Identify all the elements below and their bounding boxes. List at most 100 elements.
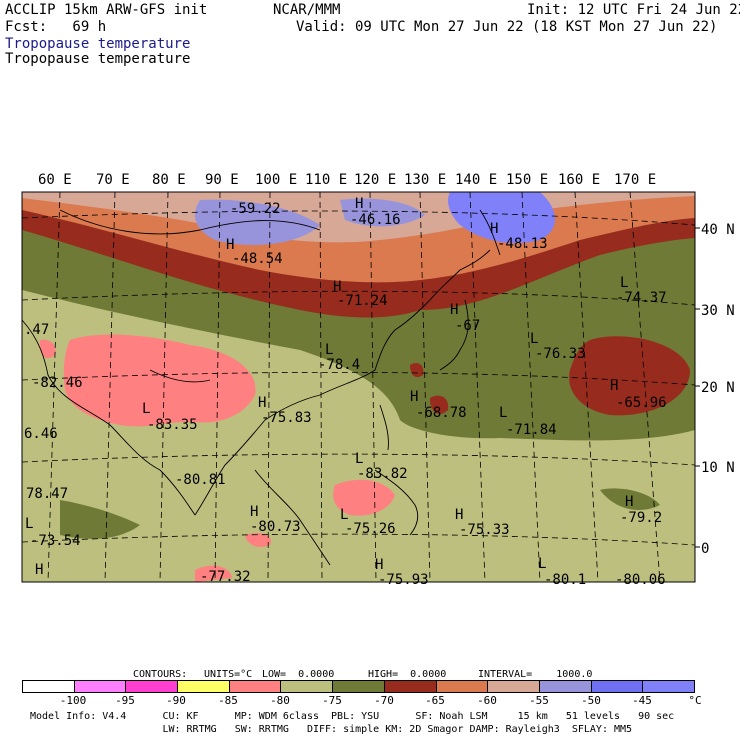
legend-unit: °C: [688, 694, 702, 707]
model-title: ACCLIP 15km ARW-GFS init: [5, 2, 208, 18]
model-info-line2: LW: RRTMG SW: RRTMG DIFF: simple KM: 2D …: [30, 724, 633, 735]
legend-swatch: [384, 681, 437, 692]
marker-label: L: [538, 556, 547, 572]
value-label: 6.46: [24, 426, 58, 442]
value-label: -73.54: [30, 533, 81, 549]
legend-swatch: [436, 681, 489, 692]
legend-swatch: [488, 681, 540, 692]
value-label: -83.35: [147, 417, 198, 433]
lon-label: 90 E: [205, 172, 239, 188]
lon-label: 80 E: [152, 172, 186, 188]
value-label: -80.73: [250, 519, 301, 535]
legend-swatch: [333, 681, 385, 692]
temperature-map: [21, 191, 700, 583]
color-legend: [22, 680, 695, 693]
legend-tick: -100: [59, 694, 87, 707]
value-label: -80.06: [615, 572, 666, 588]
marker-label: H: [333, 279, 342, 295]
model-info-line1: Model Info: V4.4 CU: KF MP: WDM 6class P…: [30, 711, 675, 722]
value-label: -82.46: [32, 375, 83, 391]
value-label: -83.82: [357, 466, 408, 482]
value-label: -59.22: [230, 201, 281, 217]
value-label: -76.33: [535, 346, 586, 362]
legend-swatch: [643, 681, 694, 692]
marker-label: H: [410, 389, 419, 405]
lon-label: 60 E: [38, 172, 72, 188]
legend-tick: -65: [425, 694, 445, 707]
marker-label: H: [35, 562, 44, 578]
field-name-secondary: Tropopause temperature: [5, 51, 191, 67]
lon-label: 160 E: [558, 172, 601, 188]
marker-label: H: [250, 504, 259, 520]
legend-tick: -45: [632, 694, 652, 707]
marker-label: H: [625, 494, 634, 510]
value-label: -65.96: [616, 395, 667, 411]
marker-label: H: [226, 237, 235, 253]
marker-label: L: [355, 451, 364, 467]
legend-swatch: [178, 681, 230, 692]
marker-label: H: [258, 395, 267, 411]
forecast-hour: Fcst: 69 h: [5, 19, 107, 35]
value-label: -71.24: [337, 293, 388, 309]
lon-label: 140 E: [455, 172, 498, 188]
map-panel: 60 E 70 E 80 E 90 E 100 E 110 E 120 E 13…: [0, 170, 740, 590]
marker-label: L: [340, 507, 349, 523]
lat-label: 20 N: [701, 380, 735, 396]
legend-swatch: [229, 681, 282, 692]
legend-swatch: [23, 681, 75, 692]
legend-tick: -60: [477, 694, 497, 707]
legend-tick: -50: [581, 694, 601, 707]
value-label: -78.4: [318, 357, 361, 373]
legend-tick: -70: [374, 694, 394, 707]
lat-label: 40 N: [701, 222, 735, 238]
value-label: -48.54: [232, 251, 283, 267]
lon-label: 150 E: [506, 172, 549, 188]
marker-label: L: [620, 275, 629, 291]
value-label: -75.93: [378, 572, 429, 588]
marker-label: L: [499, 405, 508, 421]
marker-label: L: [325, 342, 334, 358]
value-label: -67: [455, 318, 481, 334]
low-label: LOW= 0.0000: [262, 669, 335, 680]
valid-time: Valid: 09 UTC Mon 27 Jun 22 (18 KST Mon …: [296, 19, 718, 35]
lon-label: 110 E: [305, 172, 348, 188]
marker-label: H: [355, 196, 364, 212]
value-label: 78.47: [26, 486, 69, 502]
value-label: -75.33: [459, 522, 510, 538]
lon-label: 170 E: [614, 172, 657, 188]
lon-label: 70 E: [96, 172, 130, 188]
value-label: -46.16: [350, 212, 401, 228]
lat-label: 10 N: [701, 460, 735, 476]
marker-label: H: [490, 221, 499, 237]
contours-label: CONTOURS:: [133, 669, 188, 680]
value-label: -75.26: [345, 521, 396, 537]
legend-swatch: [74, 681, 127, 692]
center-label: NCAR/MMM: [273, 2, 341, 18]
legend-tick: -80: [270, 694, 290, 707]
marker-label: H: [455, 507, 464, 523]
value-label: -79.2: [620, 510, 663, 526]
lon-label: 100 E: [255, 172, 298, 188]
legend-tick: -55: [529, 694, 549, 707]
marker-label: L: [25, 516, 34, 532]
marker-label: H: [450, 302, 459, 318]
value-label: -80.1: [544, 572, 587, 588]
legend-tick: -85: [218, 694, 238, 707]
value-label: -74.37: [616, 290, 667, 306]
value-label: -75.83: [261, 410, 312, 426]
marker-label: L: [530, 331, 539, 347]
interval-label: INTERVAL= 1000.0: [478, 669, 593, 680]
value-label: -68.78: [416, 405, 467, 421]
value-label: -80.81: [175, 472, 226, 488]
value-label: -48.13: [497, 236, 548, 252]
marker-label: L: [142, 401, 151, 417]
units-label: UNITS=°C: [204, 669, 253, 680]
value-label: .47: [24, 322, 50, 338]
legend-swatch: [591, 681, 644, 692]
init-time: Init: 12 UTC Fri 24 Jun 22: [527, 2, 740, 18]
lon-label: 130 E: [404, 172, 447, 188]
legend-tick: -75: [322, 694, 342, 707]
legend-swatch: [281, 681, 334, 692]
marker-label: H: [610, 378, 619, 394]
marker-label: H: [375, 557, 384, 573]
